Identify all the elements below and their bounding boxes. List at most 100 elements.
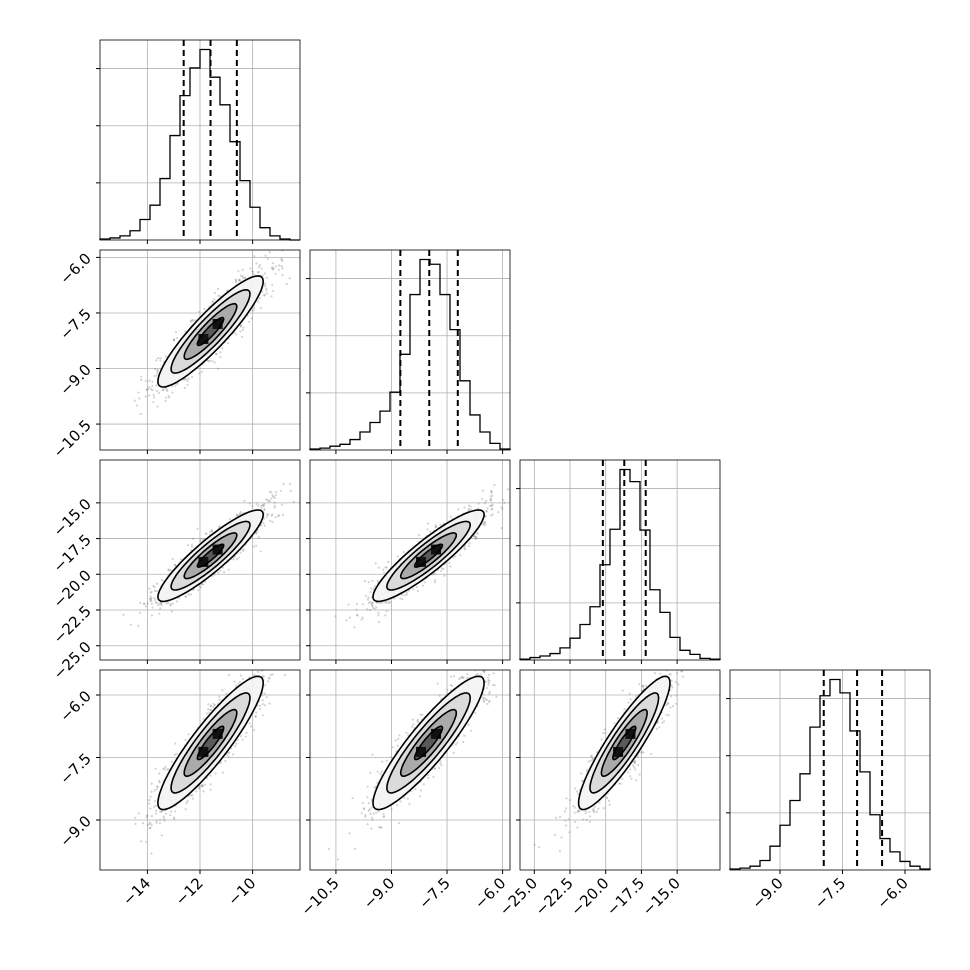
scatter-point: [151, 385, 154, 388]
scatter-point: [168, 396, 171, 399]
scatter-point: [261, 290, 264, 293]
scatter-point: [371, 579, 374, 582]
panel-frame: [729, 669, 931, 871]
scatter-point: [160, 601, 163, 604]
scatter-point: [270, 497, 273, 500]
scatter-point: [191, 318, 194, 322]
scatter-point: [148, 597, 151, 601]
scatter-point: [239, 279, 242, 282]
scatter-point: [467, 508, 470, 511]
scatter-point: [154, 598, 157, 602]
scatter-point: [169, 603, 172, 606]
scatter-point: [211, 360, 214, 363]
scatter-point: [278, 514, 281, 517]
scatter-point: [280, 503, 283, 506]
scatter-point: [263, 294, 266, 297]
panel-content: [134, 670, 286, 855]
scatter-point: [167, 601, 170, 605]
scatter-point: [263, 517, 266, 520]
scatter-point: [199, 586, 203, 589]
scatter-point: [148, 827, 151, 830]
scatter-point: [238, 556, 241, 559]
scatter-point: [239, 323, 243, 327]
scatter-point: [192, 319, 195, 322]
scatter-point: [373, 585, 376, 588]
scatter-point: [417, 533, 421, 537]
panel-content: [334, 484, 515, 629]
density-peak-cell: [212, 544, 223, 555]
scatter-point: [257, 504, 260, 507]
scatter-point: [268, 251, 271, 254]
scatter-point: [158, 612, 161, 615]
scatter-point: [150, 824, 153, 827]
scatter-point: [371, 604, 374, 608]
scatter-point: [185, 595, 188, 598]
scatter-point: [250, 317, 253, 320]
scatter-point: [271, 283, 274, 286]
contour-line: [386, 520, 472, 591]
scatter-point: [272, 267, 275, 270]
scatter-point: [440, 569, 443, 573]
scatter-point: [274, 265, 278, 268]
scatter-point: [382, 568, 385, 571]
scatter-point: [457, 508, 460, 511]
scatter-point: [361, 603, 364, 606]
scatter-point: [227, 568, 230, 571]
scatter-point: [513, 512, 515, 514]
scatter-point: [415, 585, 418, 589]
scatter-point: [262, 522, 265, 525]
scatter-point: [170, 610, 173, 613]
scatter-point: [186, 383, 189, 386]
scatter-point: [166, 389, 169, 392]
scatter-panel-0-2: [96, 459, 301, 664]
scatter-point: [260, 507, 263, 510]
scatter-point: [150, 599, 153, 602]
scatter-point: [155, 582, 159, 585]
scatter-point: [490, 489, 493, 493]
scatter-point: [381, 601, 384, 605]
scatter-point: [375, 606, 378, 609]
scatter-point: [242, 548, 245, 551]
scatter-point: [232, 558, 235, 561]
scatter-point: [257, 271, 260, 274]
scatter-point: [258, 297, 262, 300]
scatter-point: [238, 279, 241, 282]
scatter-point: [375, 601, 378, 604]
scatter-point: [156, 785, 159, 789]
scatter-point: [371, 606, 375, 610]
scatter-point: [253, 255, 256, 258]
scatter-point: [191, 375, 194, 379]
scatter-point: [387, 560, 390, 564]
scatter-point: [186, 379, 189, 383]
scatter-point: [137, 624, 140, 628]
scatter-point: [213, 291, 216, 295]
scatter-point: [158, 772, 161, 775]
scatter-point: [265, 287, 268, 290]
scatter-point: [153, 586, 156, 589]
scatter-point: [174, 810, 177, 813]
scatter-point: [242, 549, 245, 552]
scatter-point: [229, 518, 232, 521]
scatter-point: [292, 500, 295, 503]
scatter-point: [200, 370, 204, 373]
scatter-point: [144, 395, 147, 398]
scatter-point: [253, 307, 256, 310]
scatter-point: [506, 488, 509, 491]
scatter-point: [235, 513, 238, 516]
scatter-point: [389, 601, 392, 604]
histogram-step-line: [99, 48, 300, 241]
scatter-point: [182, 378, 186, 381]
scatter-point: [434, 525, 437, 529]
scatter-point: [248, 502, 251, 505]
scatter-point: [154, 601, 157, 604]
scatter-point: [175, 600, 178, 603]
scatter-point: [432, 573, 435, 576]
scatter-point: [502, 498, 505, 501]
scatter-point: [490, 504, 493, 507]
scatter-point: [190, 320, 193, 323]
scatter-point: [146, 387, 150, 390]
scatter-point: [156, 369, 159, 372]
scatter-point: [370, 587, 373, 590]
scatter-point: [165, 388, 168, 391]
scatter-point: [500, 527, 503, 530]
